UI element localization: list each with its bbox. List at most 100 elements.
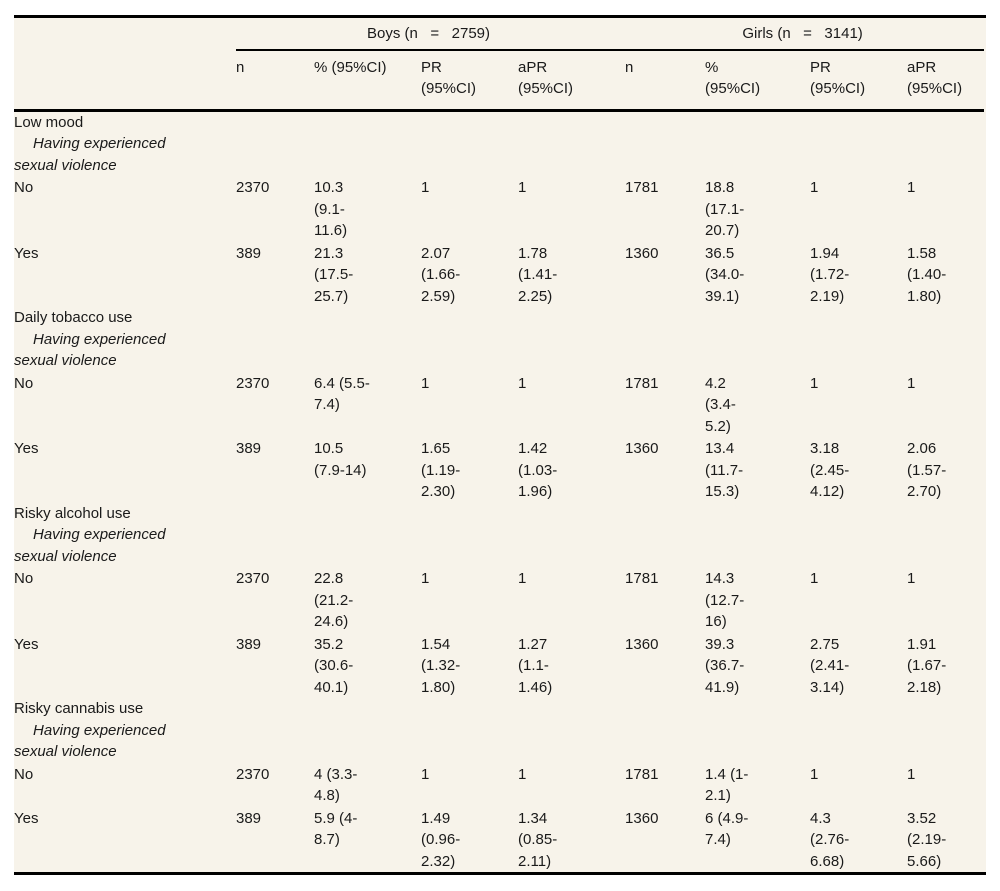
table-cell: 1 (810, 765, 819, 783)
column-header-boys-pr: PR (95%CI) (421, 49, 518, 112)
group-header-row: Boys (n = 2759) Girls (n = 3141) (14, 18, 985, 51)
table-cell: 6 (4.9- 7.4) (705, 809, 749, 849)
section-subtitle-row: Having experienced sexual violence (14, 720, 984, 763)
table-cell: 1 (907, 374, 916, 392)
table-cell: 13.4 (11.7- 15.3) (705, 440, 744, 500)
table-cell: 4 (3.3- 4.8) (314, 765, 358, 805)
table-cell: 1.27 (1.1- 1.46) (518, 635, 553, 696)
table-row: Yes 389 21.3 (17.5- 25.7) 2.07 (1.66- 2.… (14, 242, 984, 308)
table-cell: 5.9 (4- 8.7) (314, 809, 358, 849)
table-cell: 36.5 (34.0- 39.1) (705, 244, 745, 305)
table-cell: 1 (518, 765, 527, 783)
row-label: No (14, 570, 34, 587)
table-cell: 1 (518, 570, 527, 587)
table-cell: 35.2 (30.6- 40.1) (314, 635, 354, 696)
column-header-girls-apr: aPR (95%CI) (907, 49, 985, 112)
section-subtitle: Having experienced sexual violence (14, 330, 166, 370)
table-cell: 3.18 (2.45- 4.12) (810, 440, 850, 500)
table-cell: 2370 (236, 179, 270, 196)
stub-cell (14, 18, 236, 50)
table-cell: 1 (907, 765, 916, 783)
table-cell: 10.3 (9.1- 11.6) (314, 179, 348, 239)
table-cell: 1781 (625, 570, 659, 587)
section-subtitle-row: Having experienced sexual violence (14, 133, 984, 176)
column-header-boys-apr: aPR (95%CI) (518, 49, 626, 112)
group-header-girls: Girls (n = 3141) (625, 18, 985, 51)
group-header-boys: Boys (n = 2759) (236, 18, 626, 51)
section-title: Daily tobacco use (14, 309, 133, 326)
table-cell: 1 (518, 374, 527, 392)
column-header-row: n % (95%CI) PR (95%CI) aPR (95%CI) n % (… (14, 49, 985, 112)
column-header-girls-n: n (625, 49, 706, 112)
section-title: Risky cannabis use (14, 700, 144, 717)
table-cell: 1 (810, 179, 819, 196)
row-label: No (14, 765, 34, 783)
table-cell: 2370 (236, 570, 270, 587)
row-label: Yes (14, 244, 39, 262)
section-title: Low mood (14, 113, 84, 131)
table-row: No 2370 22.8 (21.2- 24.6) 1 1 1781 14.3 … (14, 567, 984, 633)
table-row: No 2370 10.3 (9.1- 11.6) 1 1 1781 18.8 (… (14, 176, 984, 242)
table-cell: 1.58 (1.40- 1.80) (907, 244, 947, 305)
section-title-row: Risky alcohol use (14, 503, 984, 525)
table-row: Yes 389 35.2 (30.6- 40.1) 1.54 (1.32- 1.… (14, 633, 984, 699)
table-cell: 1781 (625, 374, 659, 392)
table-row: No 2370 4 (3.3- 4.8) 1 1 1781 1.4 (1- 2.… (14, 763, 984, 807)
table-cell: 18.8 (17.1- 20.7) (705, 179, 745, 239)
table-cell: 1.42 (1.03- 1.96) (518, 440, 558, 500)
section-subtitle: Having experienced sexual violence (14, 135, 166, 174)
table-cell: 1 (810, 570, 819, 587)
table-cell: 21.3 (17.5- 25.7) (314, 244, 354, 305)
table-cell: 1.4 (1- 2.1) (705, 765, 749, 805)
table-cell: 389 (236, 244, 262, 262)
section-title-row: Risky cannabis use (14, 698, 984, 720)
statistics-table: Boys (n = 2759) Girls (n = 3141) n % (95… (14, 15, 986, 875)
section-subtitle: Having experienced sexual violence (14, 526, 166, 565)
table-cell: 1.54 (1.32- 1.80) (421, 635, 461, 696)
table-cell: 1 (907, 179, 916, 196)
table-cell: 1.91 (1.67- 2.18) (907, 635, 947, 696)
row-label: Yes (14, 635, 39, 653)
table-cell: 1.78 (1.41- 2.25) (518, 244, 558, 305)
table-cell: 389 (236, 635, 262, 653)
section-subtitle-row: Having experienced sexual violence (14, 329, 984, 372)
table-cell: 2.07 (1.66- 2.59) (421, 244, 461, 305)
row-label: No (14, 374, 34, 392)
column-header-boys-pct: % (95%CI) (314, 49, 421, 112)
table-cell: 22.8 (21.2- 24.6) (314, 570, 354, 630)
table-cell: 1781 (625, 765, 659, 783)
table-cell: 1 (421, 765, 430, 783)
section-title-row: Daily tobacco use (14, 307, 984, 329)
table-cell: 3.52 (2.19- 5.66) (907, 809, 947, 870)
table-row: Yes 389 10.5 (7.9-14) 1.65 (1.19- 2.30) … (14, 437, 984, 503)
table-cell: 1 (907, 570, 916, 587)
table-cell: 1 (421, 374, 430, 392)
table-cell: 39.3 (36.7- 41.9) (705, 635, 745, 696)
table-cell: 1 (518, 179, 527, 196)
section-subtitle: Having experienced sexual violence (14, 721, 166, 761)
table-cell: 1.94 (1.72- 2.19) (810, 244, 850, 305)
table-cell: 1360 (625, 440, 659, 457)
stub-cell (14, 49, 236, 112)
section-title-row: Low mood (14, 110, 984, 133)
row-label: Yes (14, 809, 39, 827)
results-table: Boys (n = 2759) Girls (n = 3141) n % (95… (14, 18, 985, 872)
table-cell: 1 (810, 374, 819, 392)
section-subtitle-row: Having experienced sexual violence (14, 524, 984, 567)
table-cell: 2.06 (1.57- 2.70) (907, 440, 947, 500)
table-cell: 10.5 (7.9-14) (314, 440, 367, 479)
table-cell: 4.2 (3.4- 5.2) (705, 374, 736, 435)
table-cell: 6.4 (5.5- 7.4) (314, 374, 370, 414)
table-cell: 4.3 (2.76- 6.68) (810, 809, 850, 870)
row-label: Yes (14, 440, 39, 457)
table-cell: 1 (421, 179, 430, 196)
table-cell: 14.3 (12.7- 16) (705, 570, 745, 630)
table-row: No 2370 6.4 (5.5- 7.4) 1 1 1781 4.2 (3.4… (14, 372, 984, 438)
table-cell: 1360 (625, 244, 659, 262)
table-cell: 1360 (625, 809, 659, 827)
table-cell: 1.49 (0.96- 2.32) (421, 809, 461, 870)
column-header-girls-pr: PR (95%CI) (810, 49, 908, 112)
table-cell: 1 (421, 570, 430, 587)
table-cell: 2.75 (2.41- 3.14) (810, 635, 850, 696)
